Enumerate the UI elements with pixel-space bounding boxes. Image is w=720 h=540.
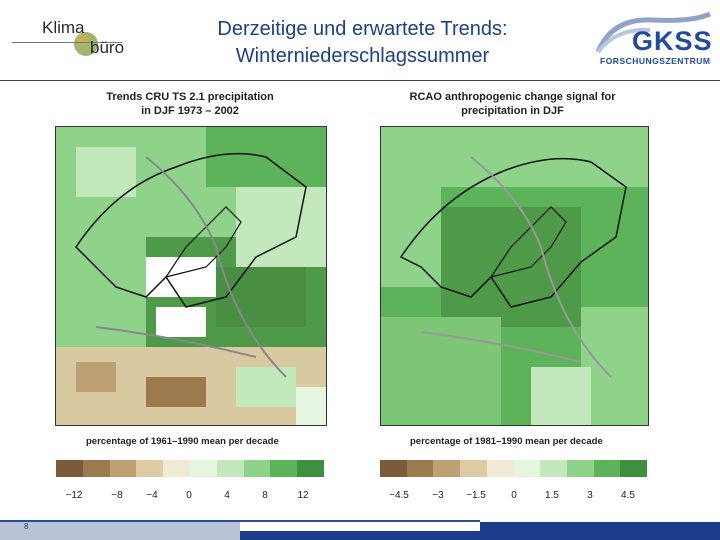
panel-2-tick: −3 (432, 490, 444, 501)
panel-1-tick: 0 (186, 490, 192, 501)
colorbar-swatch (433, 460, 461, 477)
panel-1-tick: 8 (262, 490, 268, 501)
logo-underline (12, 42, 122, 43)
colorbar-swatch (136, 460, 164, 477)
panel-1-title-line-1: Trends CRU TS 2.1 precipitation (106, 91, 274, 103)
panel-1-title: Trends CRU TS 2.1 precipitation in DJF 1… (60, 90, 320, 118)
colorbar-swatch (297, 460, 324, 477)
panel-1-tick: −8 (111, 490, 123, 501)
panel-2-title-line-1: RCAO anthropogenic change signal for (409, 91, 616, 103)
title-line-1: Derzeitige und erwartete Trends: (217, 18, 508, 40)
colorbar-swatch (460, 460, 487, 477)
colorbar-swatch (189, 460, 217, 477)
panel-1-map (55, 126, 327, 426)
colorbar-swatch (406, 460, 434, 477)
colorbar-swatch (593, 460, 621, 477)
gkss-swoosh-icon (595, 11, 712, 54)
panel-2-title: RCAO anthropogenic change signal for pre… (380, 90, 645, 118)
panel-1-title-line-2: in DJF 1973 – 2002 (141, 105, 239, 117)
klimabuero-logo: Klima büro (8, 14, 128, 62)
panel-1-tick: 12 (297, 490, 309, 501)
logo-text-klima: Klima (42, 18, 85, 37)
footer-right-bar (480, 522, 720, 540)
gkss-subtitle: FORSCHUNGSZENTRUM (600, 56, 711, 66)
title-line-2: Winterniederschlagssummer (235, 45, 490, 67)
colorbar-swatch (380, 460, 407, 477)
panel-1-colorbar (56, 460, 324, 477)
colorbar-swatch (513, 460, 541, 477)
panel-2-tick: 0 (511, 490, 517, 501)
panel-2-tick: 4.5 (621, 490, 635, 501)
panel-2-colorbar (380, 460, 648, 477)
colorbar-swatch (566, 460, 594, 477)
panel-2-map (380, 126, 649, 426)
panel-1-caption: percentage of 1961–1990 mean per decade (86, 436, 279, 447)
panel-2-tick: −4.5 (389, 490, 409, 501)
colorbar-swatch (620, 460, 648, 477)
colorbar-swatch (109, 460, 137, 477)
gkss-wordmark: GKSS (632, 26, 713, 56)
logo-text-buero: büro (90, 38, 125, 57)
colorbar-swatch (82, 460, 110, 477)
panel-2-title-line-2: precipitation in DJF (461, 105, 564, 117)
colorbar-swatch (56, 460, 83, 477)
panel-2-caption: percentage of 1981–1990 mean per decade (410, 436, 603, 447)
colorbar-swatch (270, 460, 298, 477)
footer-left-bar (0, 522, 240, 540)
gkss-logo: GKSS FORSCHUNGSZENTRUM (592, 10, 716, 68)
footer-dark-strip (240, 531, 480, 540)
colorbar-swatch (163, 460, 190, 477)
panel-2-tick: 3 (587, 490, 593, 501)
panel-2-map-image (381, 127, 648, 425)
header-divider (0, 80, 720, 81)
slide-title: Derzeitige und erwartete Trends: Wintern… (150, 16, 575, 70)
panel-2-tick: 1.5 (545, 490, 559, 501)
panel-2-tick: −1.5 (466, 490, 486, 501)
colorbar-swatch (540, 460, 567, 477)
colorbar-swatch (243, 460, 271, 477)
page-number: 8 (24, 522, 29, 531)
panel-1-tick: −12 (65, 490, 83, 501)
colorbar-swatch (486, 460, 514, 477)
colorbar-swatch (216, 460, 244, 477)
panel-1-tick: −4 (146, 490, 158, 501)
logo-globe-icon (74, 32, 98, 56)
panel-1-tick: 4 (224, 490, 230, 501)
footer-top-bar (0, 520, 480, 523)
panel-1-map-image (56, 127, 326, 425)
